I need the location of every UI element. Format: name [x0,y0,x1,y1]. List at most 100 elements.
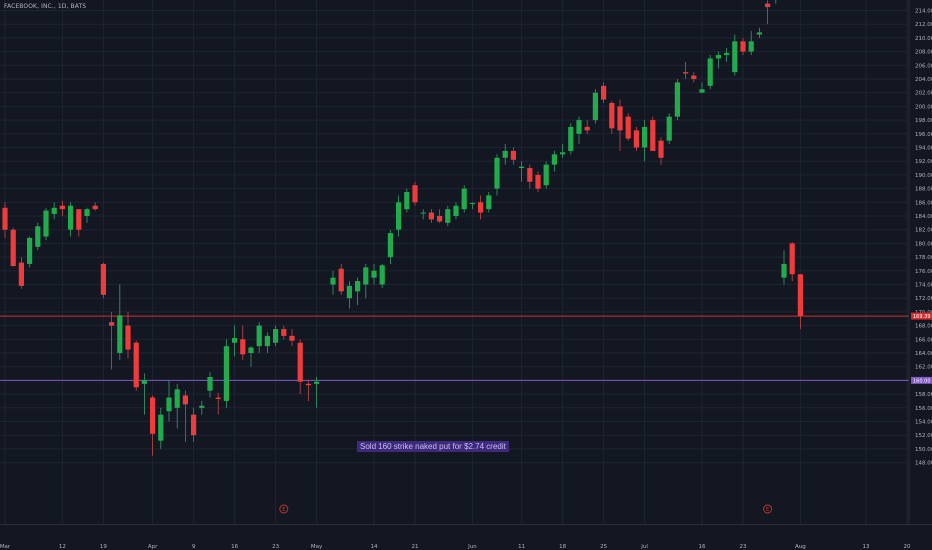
candle[interactable] [232,325,238,357]
candle[interactable] [715,51,721,69]
candle[interactable] [510,147,516,165]
candle[interactable] [633,126,639,151]
candle-body[interactable] [551,154,557,165]
candle[interactable] [330,270,336,295]
candle-body[interactable] [576,120,582,134]
candle[interactable] [150,395,156,456]
candle-body[interactable] [346,285,352,299]
candle-body[interactable] [674,82,680,117]
candle-body[interactable] [658,140,664,158]
candle-body[interactable] [174,389,180,408]
candle[interactable] [568,123,574,155]
candle[interactable] [412,181,418,206]
candle-body[interactable] [666,116,672,141]
candle[interactable] [666,113,672,145]
candle-body[interactable] [264,335,270,347]
candle-body[interactable] [109,322,115,326]
candle[interactable] [273,325,279,347]
candle[interactable] [35,222,41,251]
candles[interactable] [2,0,803,456]
candle-body[interactable] [59,205,65,210]
candle-body[interactable] [453,205,459,216]
candle-body[interactable] [43,210,49,237]
candle[interactable] [740,37,746,56]
candle[interactable] [469,202,475,210]
candle-body[interactable] [740,41,746,52]
candle-body[interactable] [765,3,771,8]
candle[interactable] [264,332,270,353]
candle[interactable] [789,242,795,282]
candle[interactable] [109,311,115,370]
candle[interactable] [396,195,402,237]
candle[interactable] [240,325,246,360]
candle-body[interactable] [371,270,377,278]
candle[interactable] [683,61,689,79]
candle[interactable] [797,274,803,330]
candle-body[interactable] [141,380,147,384]
time-axis[interactable]: Mar 12 19 Apr 9 16 23 May 14 21 Jun 11 18 25 Jul 16 23 Au… [0,524,932,550]
candle-body[interactable] [420,212,426,214]
candle[interactable] [346,281,352,309]
candle[interactable] [2,202,8,238]
candle-body[interactable] [248,347,254,353]
candle[interactable] [461,185,467,213]
candle[interactable] [363,263,369,299]
candle[interactable] [756,27,762,38]
candle[interactable] [707,55,713,90]
candle[interactable] [223,339,229,408]
candle-body[interactable] [125,325,131,350]
candle-body[interactable] [625,116,631,139]
candle-body[interactable] [789,243,795,275]
candle-body[interactable] [379,265,385,285]
candle-body[interactable] [715,55,721,59]
candle[interactable] [92,202,98,211]
candle[interactable] [182,390,188,443]
candle[interactable] [551,150,557,172]
candle[interactable] [68,202,74,237]
candle[interactable] [133,340,139,391]
candle-body[interactable] [100,263,106,295]
candle-body[interactable] [691,75,697,79]
candle-body[interactable] [699,89,705,93]
candle[interactable] [215,392,221,415]
candle-body[interactable] [502,150,508,158]
candle[interactable] [748,31,754,56]
candle-body[interactable] [84,209,90,216]
candle[interactable] [355,277,361,306]
annotation-note[interactable]: Sold 160 strike naked put for $2.74 cred… [357,441,509,452]
candle-body[interactable] [592,92,598,121]
candle-body[interactable] [707,58,713,86]
candle[interactable] [297,339,303,395]
candle[interactable] [379,263,385,288]
price-axis[interactable]: 148.00 150.00 152.00 154.00 156.00 158.00 160.… [908,0,932,524]
candle[interactable] [338,263,344,295]
candle-body[interactable] [191,414,197,436]
candle[interactable] [445,205,451,227]
candle-body[interactable] [232,337,238,343]
candle-body[interactable] [584,126,590,131]
candle[interactable] [642,120,648,162]
candle[interactable] [158,407,164,449]
candle-body[interactable] [223,346,229,401]
candle-body[interactable] [617,106,623,131]
candle-body[interactable] [117,315,123,353]
candle[interactable] [420,209,426,220]
candle[interactable] [305,380,311,401]
candle[interactable] [207,372,213,398]
candle[interactable] [51,202,57,220]
candle-body[interactable] [182,395,188,405]
candle[interactable] [502,144,508,165]
candle-body[interactable] [281,329,287,336]
candle-body[interactable] [355,281,361,292]
candle-body[interactable] [732,41,738,73]
candle[interactable] [387,229,393,264]
candle-body[interactable] [535,174,541,189]
candle[interactable] [141,373,147,415]
candle[interactable] [724,48,730,62]
candle-body[interactable] [92,205,98,210]
candle-body[interactable] [510,150,516,160]
candle[interactable] [174,383,180,429]
candle[interactable] [625,113,631,141]
candle[interactable] [535,171,541,193]
